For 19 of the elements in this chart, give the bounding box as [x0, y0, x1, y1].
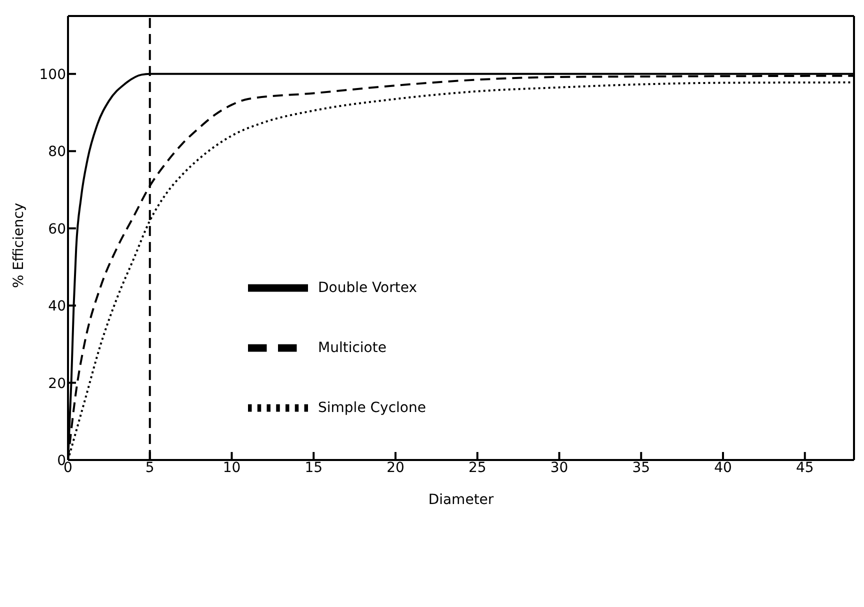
y-tick-label: 60 — [48, 221, 66, 238]
x-axis-title: Diameter — [428, 492, 494, 508]
x-tick-label: 40 — [714, 460, 732, 476]
x-tick-label: 15 — [304, 460, 323, 476]
x-tick-label: 35 — [632, 460, 650, 476]
x-tick-label: 20 — [386, 460, 404, 476]
y-axis-title: % Efficiency — [10, 202, 27, 288]
y-tick-label: 20 — [48, 376, 66, 392]
x-tick-label: 10 — [222, 460, 241, 476]
legend-label: Double Vortex — [318, 280, 418, 296]
x-tick-label: 5 — [145, 460, 154, 476]
y-tick-label: 100 — [39, 66, 66, 83]
y-tick-label: 80 — [48, 144, 66, 160]
y-tick-label: 40 — [48, 298, 66, 315]
x-tick-label: 30 — [550, 460, 568, 476]
legend-label: Multiciote — [318, 340, 386, 356]
legend-label: Simple Cyclone — [318, 400, 426, 416]
x-tick-label: 45 — [796, 460, 814, 476]
x-tick-label: 25 — [468, 460, 486, 476]
